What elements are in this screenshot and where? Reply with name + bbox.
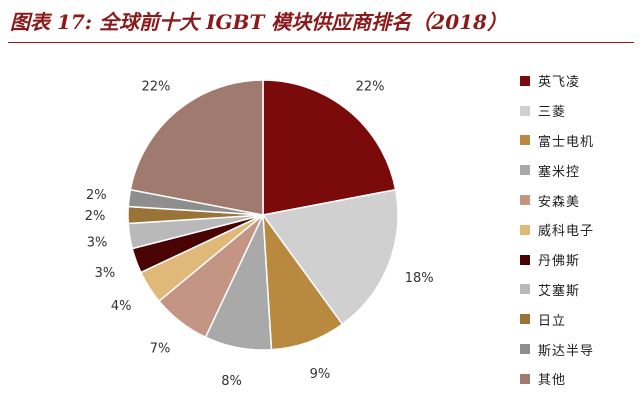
legend-label: 三菱 (538, 105, 567, 121)
legend-swatch (520, 344, 530, 355)
slice-percent-label: 7% (150, 342, 171, 357)
legend-item: 斯达半导 (520, 334, 635, 364)
slice-percent-label: 22% (141, 80, 170, 95)
legend-label: 其他 (538, 373, 567, 389)
legend-label: 富士电机 (538, 134, 595, 150)
legend-item: 威科电子 (520, 215, 635, 245)
legend-swatch (520, 135, 530, 146)
pie-slice (261, 188, 399, 326)
legend-item: 英飞凌 (520, 66, 635, 96)
legend-item: 塞米控 (520, 155, 635, 185)
legend-swatch (520, 314, 530, 325)
legend-label: 日立 (538, 313, 567, 329)
legend-item: 丹佛斯 (520, 245, 635, 275)
legend-label: 威科电子 (538, 224, 595, 240)
legend-label: 丹佛斯 (538, 254, 581, 270)
legend-item: 安森美 (520, 185, 635, 215)
slice-percent-label: 3% (87, 235, 108, 250)
legend: 英飞凌三菱富士电机塞米控安森美威科电子丹佛斯艾塞斯日立斯达半导其他 (520, 66, 635, 394)
legend-label: 塞米控 (538, 164, 581, 180)
slice-percent-label: 4% (111, 299, 132, 314)
slice-percent-label: 2% (85, 209, 106, 224)
slice-percent-label: 9% (310, 367, 331, 382)
legend-label: 英飞凌 (538, 75, 581, 91)
legend-item: 三菱 (520, 96, 635, 126)
legend-label: 艾塞斯 (538, 283, 581, 299)
slice-percent-label: 18% (405, 271, 434, 286)
slice-percent-label: 2% (86, 188, 107, 203)
legend-swatch (520, 224, 530, 235)
legend-swatch (520, 373, 530, 384)
chart-title: 图表 17: 全球前十大 IGBT 模块供应商排名（2018） (10, 10, 507, 34)
legend-swatch (520, 165, 530, 176)
legend-swatch (520, 105, 530, 116)
slice-percent-label: 22% (356, 80, 385, 95)
slice-percent-label: 3% (95, 266, 116, 281)
legend-item: 艾塞斯 (520, 275, 635, 305)
slice-percent-label: 8% (221, 374, 242, 389)
legend-item: 其他 (520, 364, 635, 394)
legend-label: 安森美 (538, 194, 581, 210)
legend-swatch (520, 195, 530, 206)
legend-swatch (520, 254, 530, 265)
legend-swatch (520, 75, 530, 86)
legend-item: 富士电机 (520, 126, 635, 156)
legend-swatch (520, 284, 530, 295)
title-underline (8, 42, 634, 43)
legend-item: 日立 (520, 304, 635, 334)
pie-slice (262, 79, 397, 216)
pie-slice (129, 79, 264, 216)
legend-label: 斯达半导 (538, 343, 595, 359)
